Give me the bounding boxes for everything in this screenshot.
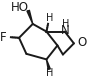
Text: N: N — [61, 24, 70, 37]
Text: H: H — [45, 13, 53, 23]
Polygon shape — [27, 10, 33, 24]
Text: F: F — [0, 31, 7, 44]
Text: H: H — [62, 19, 69, 29]
Polygon shape — [46, 59, 50, 69]
Text: H: H — [46, 68, 54, 78]
Text: O: O — [77, 36, 87, 49]
Text: HO: HO — [11, 1, 29, 14]
